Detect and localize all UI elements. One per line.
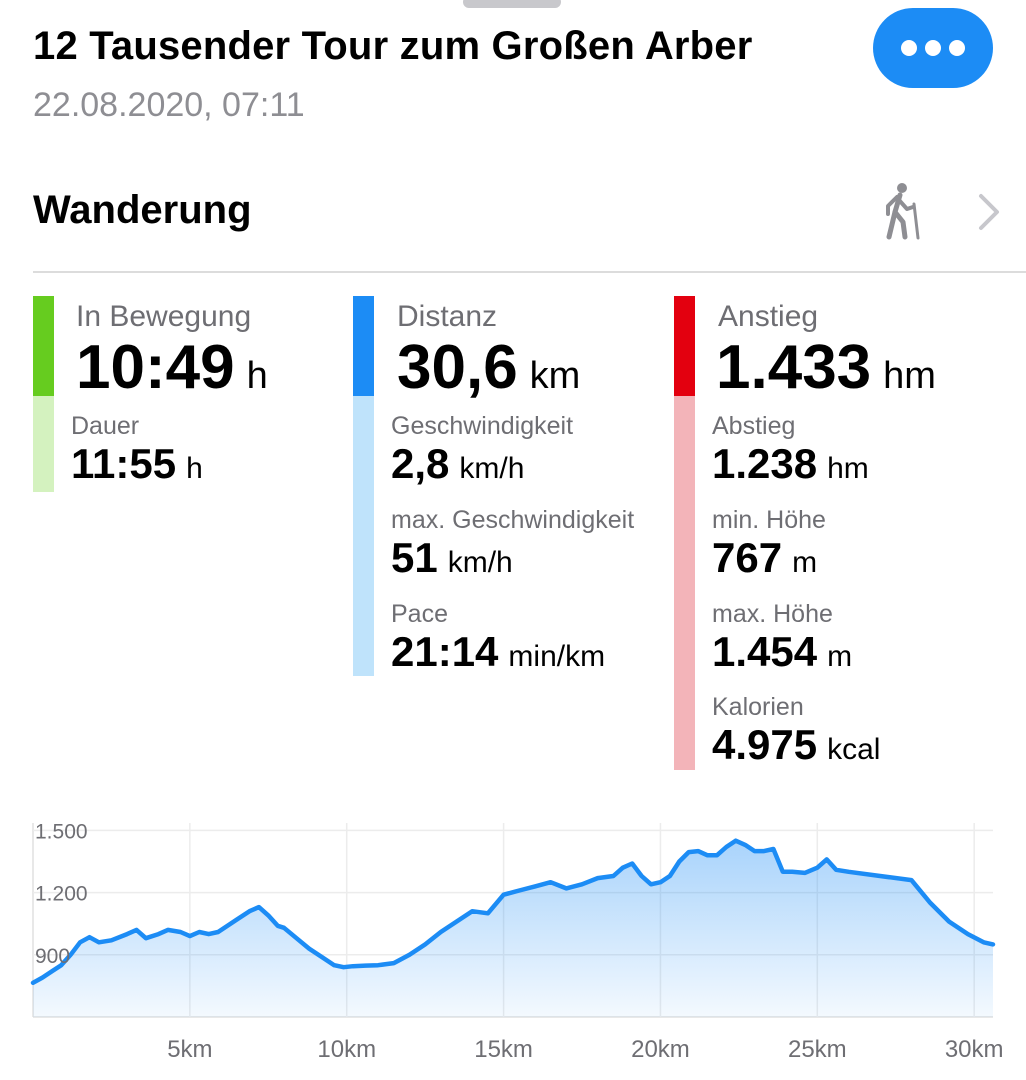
hiker-icon — [886, 183, 920, 240]
chevron-right-icon — [979, 194, 999, 230]
ascent-value: 1.433 hm — [716, 333, 936, 402]
ascent-color-bar — [674, 296, 695, 396]
moving-color-bar — [33, 296, 54, 396]
speed-value: 2,8 km/h — [391, 440, 525, 487]
ellipsis-icon-dot — [949, 40, 965, 56]
moving-time-label: In Bewegung — [76, 300, 252, 333]
y-tick-label: 1.500 — [35, 820, 88, 843]
min-altitude-value: 767 m — [712, 534, 818, 581]
section-divider — [33, 271, 1026, 273]
moving-color-bar-light — [33, 396, 54, 492]
distance-value: 30,6 km — [397, 333, 581, 402]
y-tick-label: 900 — [35, 945, 70, 968]
ellipsis-icon-dot — [925, 40, 941, 56]
descent-value: 1.238 hm — [712, 440, 869, 487]
distance-color-bar-light — [353, 396, 374, 676]
distance-color-bar — [353, 296, 374, 396]
activity-type-label: Wanderung — [33, 188, 252, 232]
more-options-button[interactable] — [873, 8, 993, 88]
descent-label: Abstieg — [712, 412, 796, 440]
sheet-grabber-handle[interactable] — [463, 0, 561, 8]
x-tick-label: 5km — [167, 1036, 212, 1063]
pace-label: Pace — [391, 600, 448, 628]
x-tick-label: 25km — [788, 1036, 847, 1063]
calories-value: 4.975 kcal — [712, 721, 881, 768]
page-title: 12 Tausender Tour zum Großen Arber — [33, 24, 753, 68]
duration-value: 11:55 h — [71, 440, 203, 487]
distance-label: Distanz — [397, 300, 498, 333]
elevation-line — [30, 838, 996, 986]
elevation-chart-svg: 5km 10km 15km 20km 25km 30km 900 1.200 1.500 — [30, 820, 1004, 1063]
elevation-profile-chart[interactable]: 5km 10km 15km 20km 25km 30km 900 1.200 1.500 — [0, 820, 1026, 1080]
ascent-label: Anstieg — [718, 300, 819, 333]
x-tick-label: 15km — [474, 1036, 533, 1063]
max-altitude-value: 1.454 m — [712, 628, 853, 675]
pace-value: 21:14 min/km — [391, 628, 606, 675]
min-altitude-label: min. Höhe — [712, 506, 826, 534]
max-altitude-label: max. Höhe — [712, 600, 833, 628]
ellipsis-icon — [901, 40, 917, 56]
elevation-area-fill — [33, 840, 993, 1017]
tour-datetime: 22.08.2020, 07:11 — [33, 86, 305, 124]
x-tick-label: 30km — [945, 1036, 1004, 1063]
moving-time-value: 10:49 h — [76, 333, 268, 402]
x-tick-label: 20km — [631, 1036, 690, 1063]
max-speed-value: 51 km/h — [391, 534, 513, 581]
max-speed-label: max. Geschwindigkeit — [391, 506, 635, 534]
y-tick-label: 1.200 — [35, 883, 88, 906]
duration-label: Dauer — [71, 412, 140, 440]
ascent-color-bar-light — [674, 396, 695, 770]
activity-type-row[interactable]: Wanderung — [0, 170, 1026, 260]
calories-label: Kalorien — [712, 693, 804, 721]
speed-label: Geschwindigkeit — [391, 412, 574, 440]
x-tick-label: 10km — [317, 1036, 376, 1063]
